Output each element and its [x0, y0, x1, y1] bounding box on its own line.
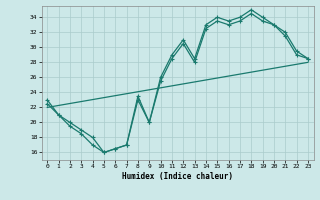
X-axis label: Humidex (Indice chaleur): Humidex (Indice chaleur): [122, 172, 233, 181]
